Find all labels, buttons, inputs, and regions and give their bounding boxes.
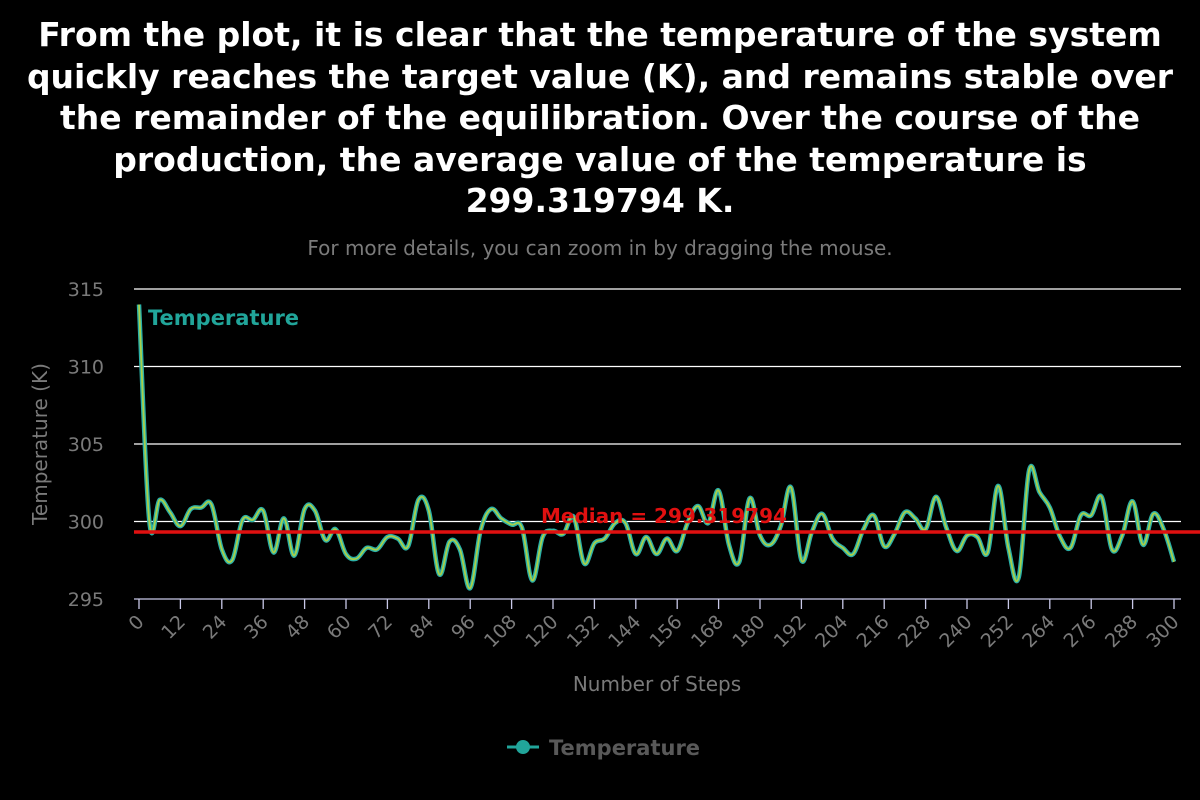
x-tick-label: 72: [364, 611, 397, 644]
x-tick-label: 204: [811, 611, 852, 652]
x-tick-label: 216: [853, 611, 894, 652]
temperature-line-outline: [136, 304, 1177, 591]
x-tick-label: 180: [728, 611, 769, 652]
x-tick-label: 60: [323, 611, 356, 644]
y-tick-label: 295: [68, 589, 104, 611]
x-tick-label: 288: [1101, 611, 1142, 652]
legend[interactable]: Temperature: [507, 736, 700, 760]
x-tick-label: 12: [157, 611, 190, 644]
x-tick-label: 264: [1018, 611, 1059, 652]
x-axis-title: Number of Steps: [573, 672, 741, 696]
y-axis-ticks: 295 300 305 310 315: [68, 279, 104, 611]
temperature-line[interactable]: [138, 304, 1175, 590]
x-tick-label: 144: [604, 611, 645, 652]
series-temperature[interactable]: [136, 304, 1177, 591]
x-tick-label: 0: [124, 611, 148, 635]
x-tick-label: 156: [646, 611, 687, 652]
x-tick-label: 96: [447, 611, 480, 644]
x-tick-label: 108: [480, 611, 521, 652]
chart-subtitle: For more details, you can zoom in by dra…: [307, 236, 893, 260]
y-tick-label: 315: [68, 279, 104, 301]
legend-marker: [516, 740, 530, 754]
x-tick-label: 300: [1142, 611, 1183, 652]
x-tick-label: 240: [935, 611, 976, 652]
legend-label-temperature[interactable]: Temperature: [549, 736, 700, 760]
x-tick-label: 192: [770, 611, 811, 652]
x-tick-label: 36: [240, 611, 273, 644]
x-tick-label: 252: [977, 611, 1018, 652]
x-tick-label: 84: [406, 611, 439, 644]
chart-title: From the plot, it is clear that the temp…: [26, 15, 1174, 220]
y-axis-title: Temperature (K): [28, 363, 52, 526]
x-tick-label: 24: [199, 611, 232, 644]
x-tick-label: 168: [687, 611, 728, 652]
x-tick-label: 228: [894, 611, 935, 652]
x-axis: 0 12 24 36 48 60 72 84 96 108 120 132 144 156 168 180 19…: [124, 598, 1184, 652]
series-label-temperature: Temperature: [148, 306, 299, 330]
y-tick-label: 310: [68, 357, 104, 379]
median-label: Median = 299.319794: [541, 504, 787, 528]
x-tick-label: 48: [281, 611, 314, 644]
y-tick-label: 300: [68, 512, 104, 534]
x-tick-label: 276: [1060, 611, 1101, 652]
x-tick-label: 132: [563, 611, 604, 652]
y-tick-label: 305: [68, 434, 104, 456]
x-tick-label: 120: [521, 611, 562, 652]
